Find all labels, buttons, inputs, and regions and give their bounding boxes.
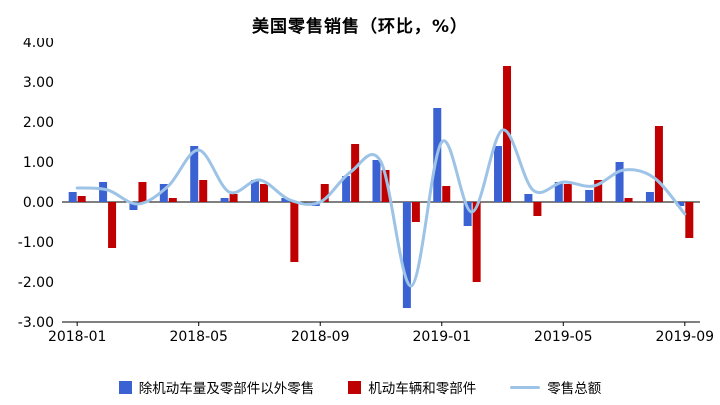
legend-label-motor-vehicles: 机动车辆和零部件 [368,381,477,397]
bar-motor-vehicles [563,184,572,202]
bar-ex-auto-retail [554,182,563,202]
bar-ex-auto-retail [463,202,472,226]
y-axis-tick-label: 1.00 [23,155,54,171]
bar-motor-vehicles [229,194,238,202]
bar-ex-auto-retail [281,198,290,202]
legend-swatch-motor-vehicles [348,380,362,394]
total-retail-line [75,128,687,288]
chart-legend: 除机动车量及零部件以外零售 机动车辆和零部件 零售总额 [0,377,720,397]
bar-ex-auto-retail [342,176,351,202]
y-axis-tick-label: -2.00 [18,275,54,291]
bar-ex-auto-retail [676,202,685,206]
bar-motor-vehicles [199,180,208,202]
x-axis-tick-label: 2019-05 [534,329,593,345]
bar-ex-auto-retail [250,180,259,202]
bar-ex-auto-retail [645,192,654,202]
bar-ex-auto-retail [402,202,411,308]
bar-ex-auto-retail [159,184,168,202]
bar-motor-vehicles [533,202,542,216]
legend-item-motor-vehicles: 机动车辆和零部件 [348,377,476,397]
legend-label-ex-auto-retail: 除机动车量及零部件以外零售 [138,381,315,397]
chart-plot-area: 4.003.002.001.000.00-1.00-2.00-3.002018-… [18,38,715,345]
bar-motor-vehicles [320,184,329,202]
y-axis-tick-label: 0.00 [23,195,54,211]
y-axis-tick-label: 4.00 [23,38,54,51]
legend-swatch-ex-auto-retail [118,380,132,394]
bar-motor-vehicles [594,180,603,202]
bar-motor-vehicles [290,202,299,262]
legend-swatch-total-retail-line [510,385,541,389]
bar-motor-vehicles [381,170,390,202]
x-axis-tick-label: 2019-09 [656,329,715,345]
bar-motor-vehicles [168,198,177,202]
bar-motor-vehicles [138,182,147,202]
bar-motor-vehicles [472,202,481,282]
bar-motor-vehicles [108,202,117,248]
x-axis-tick-label: 2018-05 [169,329,228,345]
bar-ex-auto-retail [99,182,108,202]
bar-ex-auto-retail [220,198,229,202]
bar-motor-vehicles [654,126,663,202]
y-axis-tick-label: -3.00 [18,315,54,331]
y-axis-tick-label: -1.00 [18,235,54,251]
bar-motor-vehicles [411,202,420,222]
y-axis-tick-label: 2.00 [23,115,54,131]
legend-item-total-retail: 零售总额 [510,377,601,397]
legend-item-ex-auto-retail: 除机动车量及零部件以外零售 [118,377,315,397]
bar-ex-auto-retail [615,162,624,202]
chart-title: 美国零售销售（环比，%） [251,17,469,37]
x-axis-tick-label: 2018-09 [291,329,350,345]
legend-label-total-retail: 零售总额 [547,381,602,397]
bar-ex-auto-retail [524,194,533,202]
y-axis-tick-label: 3.00 [23,75,54,91]
bar-motor-vehicles [685,202,694,238]
bar-ex-auto-retail [585,190,594,202]
bar-motor-vehicles [259,184,268,202]
bar-ex-auto-retail [494,146,503,202]
bar-ex-auto-retail [68,192,77,202]
bar-ex-auto-retail [129,202,138,210]
x-axis-tick-label: 2018-01 [48,329,107,345]
bar-motor-vehicles [351,144,360,202]
x-axis-tick-label: 2019-01 [413,329,472,345]
bar-motor-vehicles [77,196,86,202]
bar-motor-vehicles [624,198,633,202]
bar-ex-auto-retail [190,146,199,202]
bar-motor-vehicles [442,186,451,202]
bar-ex-auto-retail [372,160,381,202]
